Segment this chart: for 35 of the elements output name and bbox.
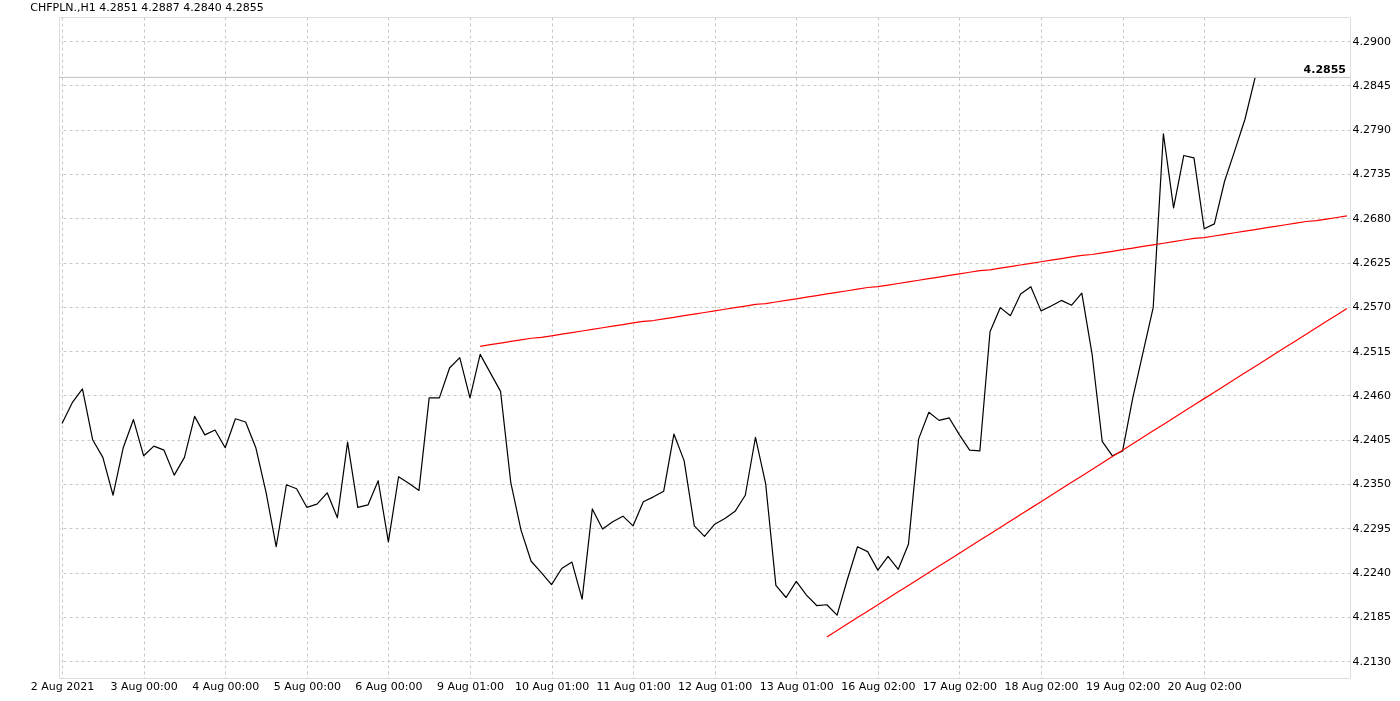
y-tick-label: 4.2735 — [1352, 167, 1391, 181]
y-tick-label: 4.2515 — [1352, 344, 1391, 358]
y-tick-label: 4.2845 — [1352, 78, 1391, 92]
y-tick-label: 4.2185 — [1352, 610, 1391, 624]
x-tick-label: 19 Aug 02:00 — [1086, 679, 1161, 693]
line-series — [826, 307, 1348, 638]
y-tick-label: 4.2900 — [1352, 34, 1391, 48]
y-tick-label: 4.2350 — [1352, 477, 1391, 491]
line-series — [61, 76, 1256, 616]
x-tick-label: 20 Aug 02:00 — [1167, 679, 1242, 693]
x-tick-label: 12 Aug 01:00 — [678, 679, 753, 693]
x-tick-label: 16 Aug 02:00 — [841, 679, 916, 693]
x-tick-label: 13 Aug 01:00 — [759, 679, 834, 693]
x-tick-label: 6 Aug 00:00 — [355, 679, 423, 693]
x-tick-label: 5 Aug 00:00 — [273, 679, 341, 693]
x-tick-label: 10 Aug 01:00 — [514, 679, 590, 693]
x-tick-label: 2 Aug 2021 — [30, 679, 95, 693]
y-tick-label: 4.2570 — [1352, 300, 1391, 314]
y-tick-label: 4.2240 — [1352, 566, 1391, 580]
chart-title: CHFPLN.,H1 4.2851 4.2887 4.2840 4.2855 — [30, 1, 264, 14]
y-tick-label: 4.2130 — [1352, 654, 1391, 668]
x-tick-label: 17 Aug 02:00 — [922, 679, 998, 693]
y-tick-label: 4.2460 — [1352, 388, 1391, 402]
y-tick-label: 4.2790 — [1352, 123, 1391, 137]
x-tick-label: 11 Aug 01:00 — [596, 679, 671, 693]
y-tick-label: 4.2625 — [1352, 256, 1391, 270]
x-tick-label: 3 Aug 00:00 — [110, 679, 178, 693]
ref-line-label: 4.2855 — [1303, 63, 1346, 77]
y-tick-label: 4.2405 — [1352, 433, 1391, 447]
y-tick-label: 4.2295 — [1352, 521, 1391, 535]
x-tick-label: 4 Aug 00:00 — [192, 679, 260, 693]
x-tick-label: 18 Aug 02:00 — [1004, 679, 1079, 693]
line-series — [479, 215, 1348, 347]
x-tick-label: 9 Aug 01:00 — [436, 679, 505, 693]
y-tick-label: 4.2680 — [1352, 211, 1391, 225]
